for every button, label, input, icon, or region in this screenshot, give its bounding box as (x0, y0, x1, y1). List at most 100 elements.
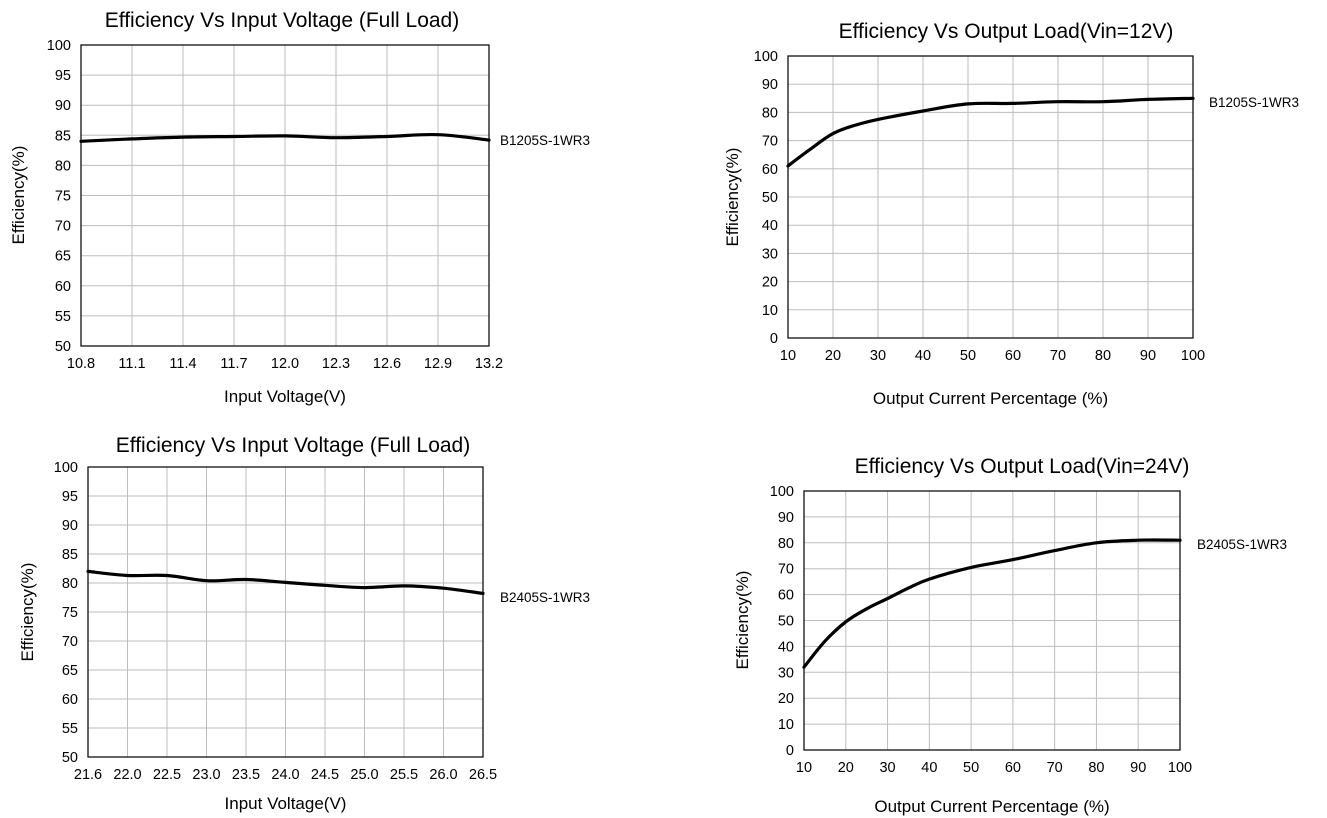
x-tick-label: 50 (963, 760, 979, 776)
y-tick-label: 60 (762, 162, 778, 178)
x-tick-label: 22.5 (153, 767, 181, 783)
y-tick-label: 50 (762, 190, 778, 206)
series-line-b2405s-1wr3 (802, 538, 1182, 669)
x-tick-label: 50 (960, 348, 976, 364)
y-tick-label: 30 (778, 665, 794, 681)
x-axis-label: Input Voltage(V) (224, 387, 346, 406)
x-axis-label: Input Voltage(V) (225, 794, 347, 813)
grid-lines (787, 55, 1194, 339)
x-tick-label: 80 (1088, 760, 1104, 776)
plot-frame (80, 44, 490, 347)
x-tick-label: 24.0 (271, 767, 299, 783)
y-tick-label: 80 (62, 576, 78, 592)
x-tick-label: 26.0 (429, 767, 457, 783)
y-tick-label: 100 (47, 38, 71, 54)
x-tick-label: 25.0 (350, 767, 378, 783)
chart-3: 21.6 22.0 22.5 23.0 23.5 24.0 24.5 25.0 25.5 26.0… (18, 434, 590, 813)
y-tick-label: 50 (55, 339, 71, 355)
y-tick-label: 70 (778, 562, 794, 578)
x-tick-label: 60 (1005, 760, 1021, 776)
x-tick-label: 11.1 (118, 356, 145, 372)
x-tick-label: 25.5 (390, 767, 418, 783)
x-axis-label: Output Current Percentage (%) (873, 389, 1108, 408)
chart-4: 10 20 30 40 50 60 70 80 90 1000102030405060708090… (733, 455, 1287, 816)
x-tick-label: 80 (1095, 348, 1111, 364)
x-tick-label: 100 (1168, 760, 1192, 776)
y-tick-label: 100 (770, 484, 794, 500)
series-line-b2405s-1wr3 (86, 569, 485, 595)
y-tick-label: 95 (55, 68, 71, 84)
y-tick-label: 55 (62, 721, 78, 737)
y-tick-label: 70 (762, 134, 778, 150)
series-line-b1205s-1wr3 (79, 132, 491, 143)
x-tick-label: 22.0 (113, 767, 141, 783)
x-tick-label: 23.5 (232, 767, 260, 783)
x-tick-label: 12.6 (373, 356, 401, 372)
y-tick-label: 90 (62, 518, 78, 534)
x-tick-label: 13.2 (475, 356, 503, 372)
x-tick-label: 11.4 (169, 356, 196, 372)
y-tick-label: 100 (54, 460, 78, 476)
series-label: B2405S-1WR3 (1197, 537, 1287, 552)
y-axis-label: Efficiency(%) (18, 563, 37, 662)
series-label: B2405S-1WR3 (500, 590, 590, 605)
x-tick-label: 11.7 (220, 356, 247, 372)
y-tick-label: 70 (55, 219, 71, 235)
grid-lines (80, 44, 490, 347)
y-tick-label: 60 (62, 692, 78, 708)
chart-title: Efficiency Vs Output Load(Vin=24V) (855, 455, 1190, 478)
y-tick-label: 95 (62, 489, 78, 505)
y-tick-label: 90 (55, 98, 71, 114)
y-tick-label: 60 (55, 279, 71, 295)
series-label: B1205S-1WR3 (1209, 95, 1299, 110)
y-tick-label: 20 (778, 691, 794, 707)
plot-frame (787, 55, 1194, 339)
chart-2: 10 20 30 40 50 60 70 80 90 1000102030405060708090… (723, 20, 1299, 408)
y-tick-label: 60 (778, 588, 794, 604)
x-tick-label: 20 (825, 348, 841, 364)
y-tick-label: 100 (754, 49, 778, 65)
y-tick-label: 80 (762, 105, 778, 121)
y-tick-label: 40 (778, 639, 794, 655)
chart-1: 10.8 11.1 11.4 11.7 12.0 12.3 12.6 12.9 13.2 50 55… (9, 9, 590, 406)
y-tick-label: 65 (62, 663, 78, 679)
y-tick-label: 10 (762, 303, 778, 319)
chart-title: Efficiency Vs Input Voltage (Full Load) (105, 9, 459, 32)
plot-frame (87, 466, 484, 758)
plot-frame (803, 490, 1181, 751)
x-tick-label: 90 (1140, 348, 1156, 364)
x-tick-label: 12.3 (322, 356, 350, 372)
x-tick-label: 24.5 (311, 767, 339, 783)
x-tick-label: 70 (1047, 760, 1063, 776)
chart-title: Efficiency Vs Input Voltage (Full Load) (116, 434, 470, 457)
x-tick-label: 12.0 (271, 356, 299, 372)
x-tick-label: 90 (1130, 760, 1146, 776)
x-tick-label: 21.6 (74, 767, 102, 783)
x-tick-label: 70 (1050, 348, 1066, 364)
y-tick-label: 85 (55, 128, 71, 144)
y-tick-label: 90 (762, 77, 778, 93)
y-tick-label: 20 (762, 275, 778, 291)
x-tick-label: 12.9 (424, 356, 452, 372)
x-tick-label: 60 (1005, 348, 1021, 364)
y-tick-label: 50 (62, 750, 78, 766)
x-tick-label: 40 (915, 348, 931, 364)
x-tick-label: 10.8 (67, 356, 95, 372)
x-tick-label: 23.0 (192, 767, 220, 783)
grid-lines (87, 466, 484, 758)
series-line-b1205s-1wr3 (786, 96, 1195, 168)
x-tick-label: 20 (838, 760, 854, 776)
series-label: B1205S-1WR3 (500, 133, 590, 148)
x-tick-label: 30 (870, 348, 886, 364)
y-axis-label: Efficiency(%) (733, 571, 752, 670)
x-tick-label: 30 (879, 760, 895, 776)
y-tick-label: 85 (62, 547, 78, 563)
grid-lines (803, 490, 1181, 751)
x-tick-label: 10 (796, 760, 812, 776)
x-tick-label: 100 (1181, 348, 1205, 364)
y-tick-label: 90 (778, 510, 794, 526)
y-tick-label: 80 (778, 536, 794, 552)
y-tick-label: 30 (762, 246, 778, 262)
x-tick-label: 10 (780, 348, 796, 364)
